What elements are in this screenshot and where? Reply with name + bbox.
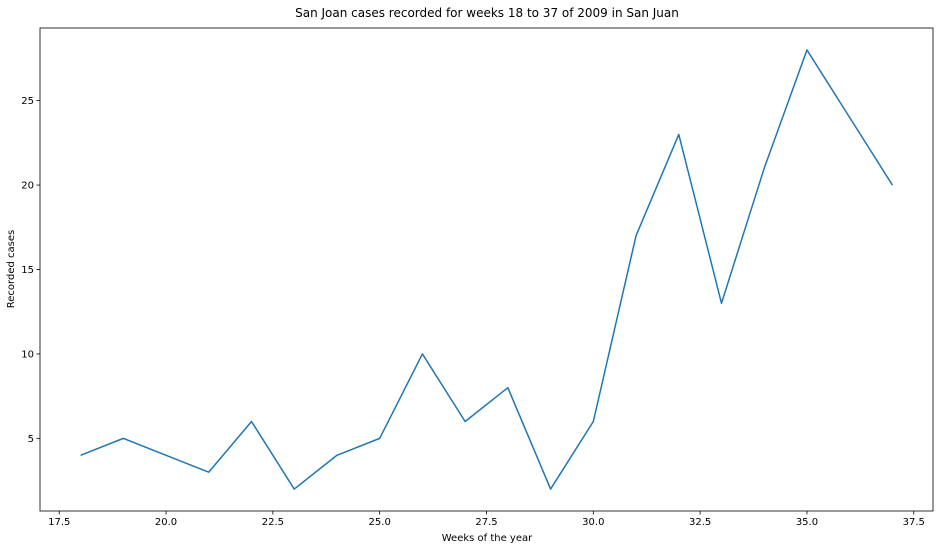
x-tick-label: 35.0 [796, 517, 818, 528]
chart-title: San Joan cases recorded for weeks 18 to … [295, 6, 679, 20]
series-line-0 [80, 49, 894, 490]
y-tick-label: 20 [21, 181, 34, 192]
plot-area-frame [39, 27, 934, 512]
x-tick-label: 17.5 [48, 517, 70, 528]
y-tick-label: 25 [21, 96, 34, 107]
x-tick-label: 25.0 [369, 517, 391, 528]
axis-ticks: 17.5 20.0 22.5 25.0 27.5 30.0 32.5 35.0 37.5 5 10 1… [21, 96, 925, 528]
y-tick-label: 15 [21, 265, 34, 276]
y-axis-label: Recorded cases [6, 230, 17, 308]
x-tick-label: 37.5 [903, 517, 925, 528]
x-tick-label: 27.5 [475, 517, 497, 528]
x-axis-label: Weeks of the year [442, 533, 533, 544]
y-tick-label: 10 [21, 349, 34, 360]
x-tick-label: 30.0 [582, 517, 604, 528]
x-tick-label: 20.0 [155, 517, 177, 528]
series-layer [80, 49, 894, 490]
x-tick-label: 22.5 [262, 517, 284, 528]
x-tick-label: 32.5 [689, 517, 711, 528]
y-tick-label: 5 [28, 434, 34, 445]
